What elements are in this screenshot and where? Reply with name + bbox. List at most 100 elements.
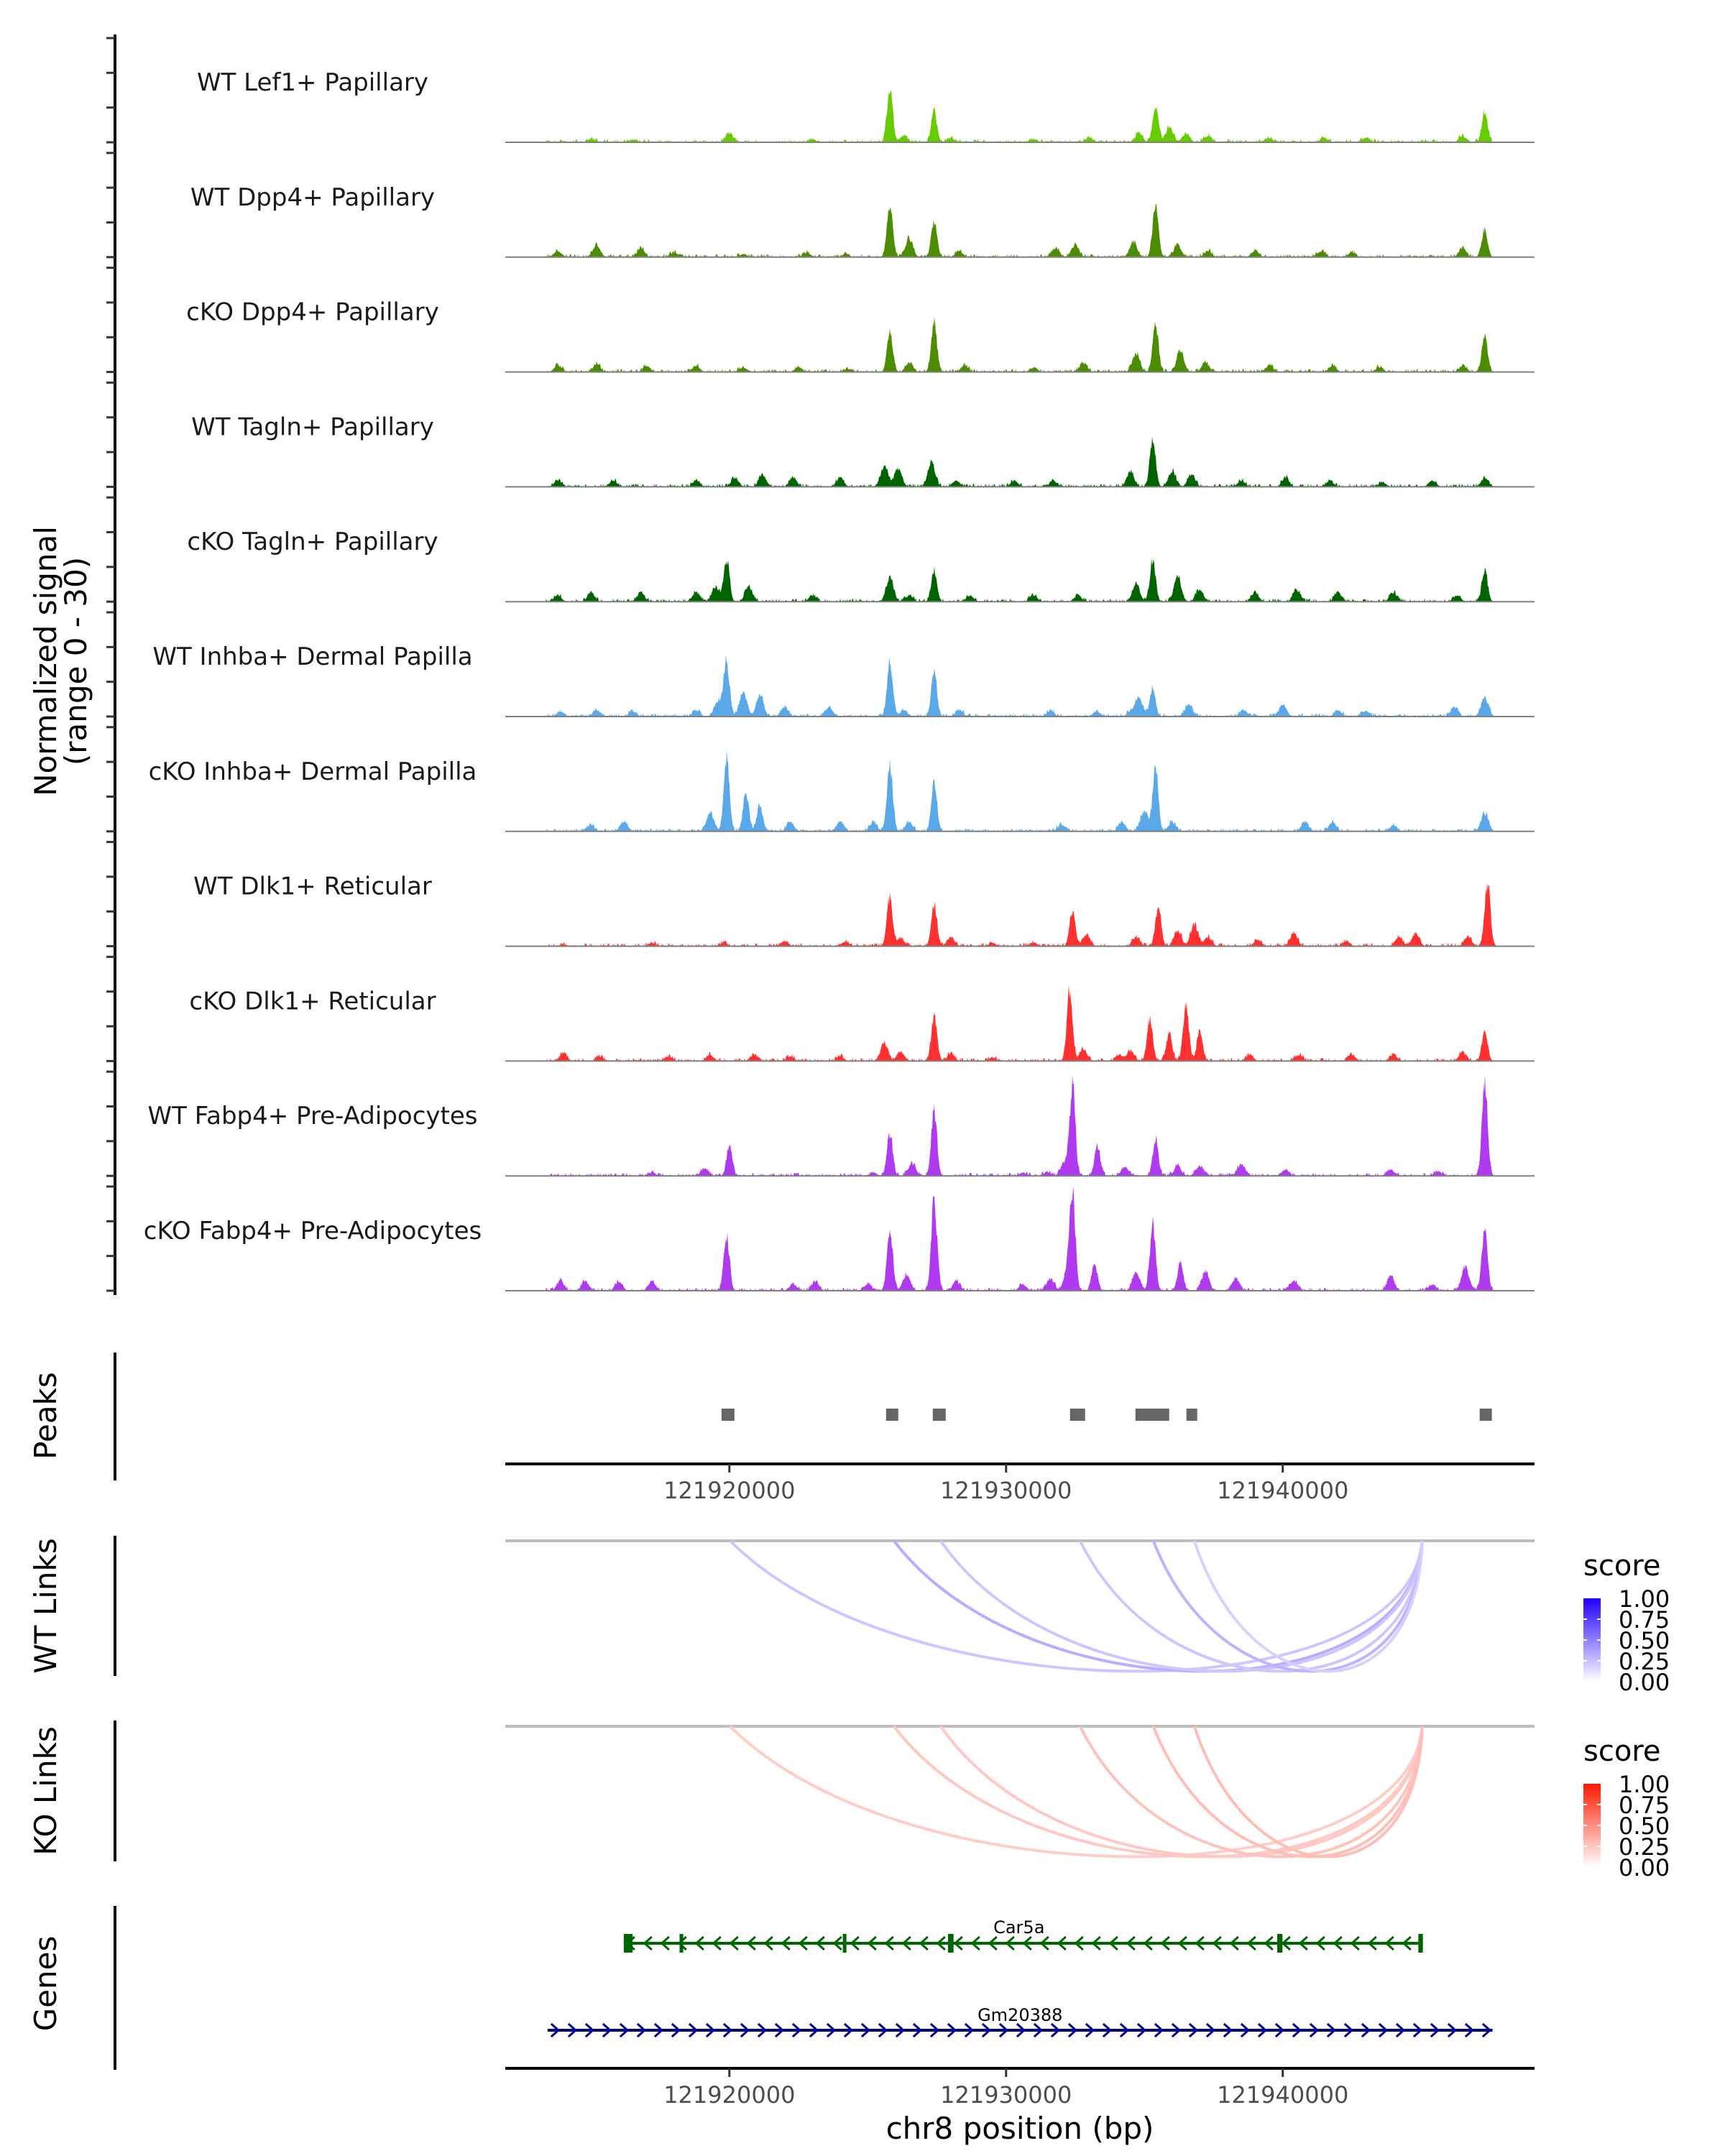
strand-arrow: [1212, 1935, 1222, 1951]
strand-arrow: [1257, 2022, 1268, 2038]
link-arc: [1151, 1540, 1424, 1673]
strand-arrow: [1384, 1935, 1394, 1951]
coverage-area: [505, 203, 1535, 257]
exon: [1418, 1934, 1423, 1953]
strand-arrow: [919, 1935, 929, 1951]
x-tick-label: 121940000: [1217, 1477, 1348, 1504]
gene-label: Car5a: [993, 1917, 1044, 1938]
gene-models: Car5a Gm20388: [547, 1917, 1493, 2038]
strand-arrow: [815, 1935, 825, 1951]
strand-arrow: [981, 2022, 992, 2038]
strand-arrow: [895, 2022, 906, 2038]
track-label: WT Dpp4+ Papillary: [190, 183, 435, 212]
strand-arrow: [1309, 2022, 1320, 2038]
x-tick-label: 121930000: [940, 1477, 1072, 1504]
legend-tick-label: 1.00: [1619, 1771, 1670, 1798]
track-label: cKO Fabp4+ Pre-Adipocytes: [144, 1217, 482, 1245]
strand-arrow: [964, 2022, 975, 2038]
coverage-track: WT Fabp4+ Pre-Adipocytes: [148, 1074, 1535, 1177]
legend-tick-label: 0.50: [1619, 1627, 1670, 1654]
coverage-y-label-line2: (range 0 - 30): [58, 557, 93, 765]
strand-arrow: [688, 2022, 699, 2038]
track-label: WT Tagln+ Papillary: [191, 413, 434, 441]
strand-arrow: [1229, 1935, 1239, 1951]
strand-arrow: [970, 1935, 980, 1951]
strand-arrow: [936, 1935, 946, 1951]
strand-arrow: [1240, 2022, 1251, 2038]
strand-arrow: [1292, 2022, 1302, 2038]
track-label: WT Dlk1+ Reticular: [193, 872, 432, 901]
strand-arrow: [643, 1935, 653, 1951]
track-label: WT Inhba+ Dermal Papilla: [152, 642, 472, 671]
strand-arrow: [1326, 2022, 1337, 2038]
strand-arrow: [953, 1935, 963, 1951]
coverage-area: [505, 317, 1535, 372]
strand-arrow: [1298, 1935, 1308, 1951]
legend-tick-label: 0.00: [1619, 1854, 1670, 1881]
peaks-panel-title: Peaks: [28, 1372, 63, 1460]
strand-arrow: [1119, 2022, 1130, 2038]
strand-arrow: [998, 2022, 1009, 2038]
strand-arrow: [901, 1935, 911, 1951]
exon: [842, 1934, 847, 1953]
x-tick-label: 121920000: [663, 2081, 795, 2109]
strand-arrow: [774, 2022, 785, 2038]
strand-arrow: [1091, 1935, 1101, 1951]
peak-region: [886, 1409, 898, 1421]
strand-arrow: [1074, 1935, 1084, 1951]
strand-arrow: [947, 2022, 957, 2038]
coverage-area: [505, 436, 1535, 487]
strand-arrow: [660, 1935, 670, 1951]
strand-arrow: [1430, 2022, 1440, 2038]
strand-arrow: [798, 1935, 808, 1951]
coverage-track: WT Lef1+ Papillary: [197, 68, 1535, 143]
links-panel-title: KO Links: [28, 1726, 63, 1856]
coverage-track: cKO Fabp4+ Pre-Adipocytes: [144, 1187, 1535, 1291]
strand-arrow: [1315, 1935, 1325, 1951]
link-arc: [729, 1539, 1424, 1673]
strand-arrow: [1126, 1935, 1136, 1951]
strand-arrow: [1367, 1935, 1377, 1951]
link-arc: [1151, 1726, 1424, 1858]
strand-arrow: [1264, 1935, 1274, 1951]
strand-arrow: [781, 1935, 791, 1951]
strand-arrow: [1085, 2022, 1095, 2038]
strand-arrow: [1067, 2022, 1078, 2038]
strand-arrow: [1033, 2022, 1044, 2038]
x-tick-label: 121920000: [663, 1477, 795, 1504]
strand-arrow: [1160, 1935, 1170, 1951]
coverage-track: cKO Dpp4+ Papillary: [186, 298, 1535, 373]
coverage-track: WT Tagln+ Papillary: [191, 413, 1535, 488]
strand-arrow: [1395, 2022, 1406, 2038]
track-label: WT Fabp4+ Pre-Adipocytes: [148, 1102, 478, 1130]
strand-arrow: [1333, 1935, 1343, 1951]
x-axis-title: chr8 position (bp): [886, 2111, 1154, 2146]
strand-arrow: [1022, 1935, 1032, 1951]
coverage-area: [505, 654, 1535, 717]
strand-arrow: [1143, 1935, 1153, 1951]
strand-arrow: [567, 2022, 578, 2038]
strand-arrow: [832, 1935, 842, 1951]
strand-arrow: [1005, 1935, 1015, 1951]
strand-arrow: [740, 2022, 750, 2038]
gene-label: Gm20388: [978, 2005, 1062, 2025]
peak-region: [1186, 1409, 1197, 1421]
strand-arrow: [929, 2022, 940, 2038]
coverage-y-ticks: [106, 37, 115, 1292]
coverage-area: [505, 882, 1535, 946]
strand-arrow: [1154, 2022, 1164, 2038]
coverage-track: cKO Tagln+ Papillary: [187, 528, 1535, 603]
legend-tick-label: 0.25: [1619, 1648, 1670, 1675]
link-arc: [1192, 1540, 1424, 1673]
strand-arrow: [809, 2022, 819, 2038]
coverage-area: [505, 985, 1535, 1061]
coverage-area: [505, 750, 1535, 831]
strand-arrow: [763, 1935, 773, 1951]
strand-arrow: [1039, 1935, 1049, 1951]
strand-arrow: [860, 2022, 871, 2038]
legend-tick-label: 0.25: [1619, 1833, 1670, 1861]
